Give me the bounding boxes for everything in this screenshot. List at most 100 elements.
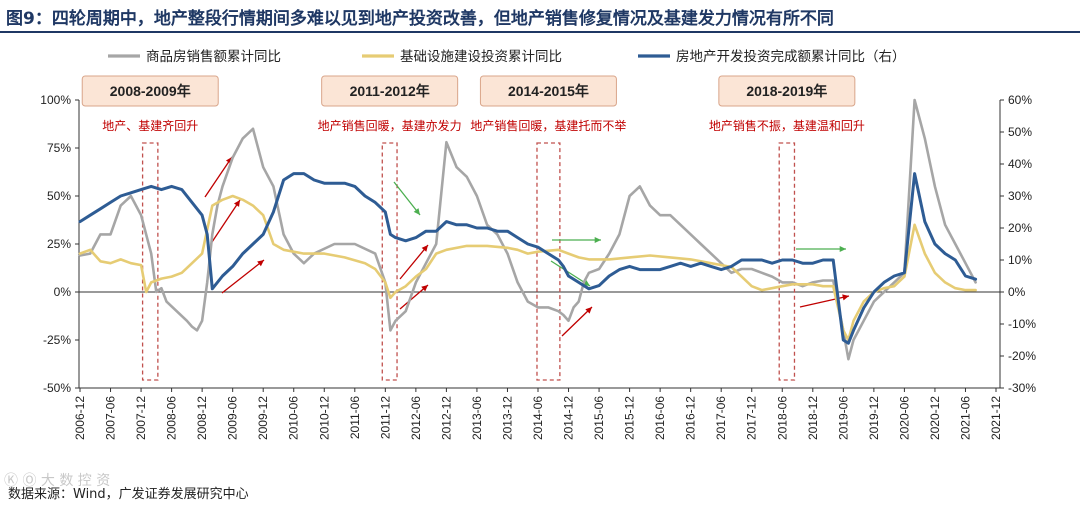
trend-arrow: [204, 156, 233, 198]
trend-arrow: [399, 284, 429, 310]
title-rule: [0, 31, 1080, 33]
x-tick-label: 2019-12: [867, 396, 881, 440]
y-right-tick-label: 50%: [1008, 125, 1032, 139]
x-tick-label: 2015-12: [623, 396, 637, 440]
trend-arrow: [211, 199, 241, 243]
x-tick-label: 2011-06: [348, 396, 362, 439]
y-right-tick-label: -30%: [1008, 381, 1036, 395]
arrow-shaft: [221, 259, 265, 294]
legend-label: 商品房销售额累计同比: [146, 49, 281, 65]
arrow-shaft: [799, 295, 850, 308]
period-label-box: [81, 75, 219, 107]
arrow-head: [257, 260, 264, 267]
trend-arrow: [221, 259, 265, 294]
x-tick-label: 2008-06: [165, 396, 179, 440]
x-tick-label: 2016-06: [653, 396, 667, 440]
arrow-head: [233, 200, 240, 207]
period-label: 2008-2009年: [110, 83, 191, 99]
x-tick-label: 2012-12: [439, 396, 453, 440]
x-tick-label: 2011-12: [378, 396, 392, 439]
arrow-head: [585, 307, 592, 314]
x-tick-label: 2013-06: [470, 396, 484, 440]
x-tick-label: 2007-06: [104, 396, 118, 440]
x-tick-label: 2007-12: [134, 396, 148, 440]
x-tick-label: 2009-12: [256, 396, 270, 440]
y-left-tick-label: 25%: [47, 237, 71, 251]
period-note: 地产销售回暖，基建亦发力: [318, 118, 462, 133]
arrow-shaft: [393, 181, 421, 216]
y-right-tick-label: -20%: [1008, 349, 1036, 363]
trend-arrow: [393, 181, 421, 216]
trend-arrow: [796, 245, 846, 253]
period-label: 2011-2012年: [350, 83, 430, 99]
legend-label: 基础设施建设投资累计同比: [400, 48, 562, 65]
x-tick-label: 2014-12: [562, 396, 576, 440]
x-tick-label: 2009-06: [226, 396, 240, 440]
arrow-shaft: [399, 244, 429, 280]
y-left-tick-label: 50%: [47, 189, 71, 203]
trend-arrow: [799, 294, 850, 308]
arrow-head: [842, 294, 849, 301]
arrow-head: [839, 245, 846, 253]
y-right-tick-label: 10%: [1008, 253, 1032, 267]
axes-layer: 100% 75% 50% 25% 0% -25% -50% 60% 50% 40% 30% 20% 10…: [40, 93, 1036, 440]
x-tick-label: 2010-06: [287, 396, 301, 440]
figure-title: 图9：四轮周期中，地产整段行情期间多难以见到地产投资改善，但地产销售修复情况及基…: [6, 9, 834, 29]
chart: 100% 75% 50% 25% 0% -25% -50% 60% 50% 40% 30% 20% 10…: [40, 48, 1036, 440]
legend: 商品房销售额累计同比 基础设施建设投资累计同比 房地产开发投资完成额累计同比（右）: [108, 48, 906, 65]
x-tick-label: 2018-12: [806, 396, 820, 440]
trend-arrow: [552, 236, 601, 244]
y-left-tick-label: 100%: [40, 93, 71, 107]
y-right-tick-label: -10%: [1008, 317, 1036, 331]
x-tick-label: 2021-06: [958, 396, 972, 440]
arrow-head: [594, 236, 601, 244]
x-tick-label: 2017-12: [745, 396, 759, 440]
y-right-tick-label: 20%: [1008, 221, 1032, 235]
y-right-tick-label: 60%: [1008, 93, 1032, 107]
y-left-tick-label: -50%: [43, 381, 71, 395]
period-label: 2014-2015年: [508, 83, 589, 99]
period-label-box: [479, 75, 617, 107]
period-note: 地产销售回暖，基建托而不举: [470, 118, 626, 133]
y-right-tick-label: 0%: [1008, 285, 1026, 299]
arrow-shaft: [204, 156, 233, 198]
series-layer: [78, 98, 978, 361]
period-note: 地产、基建齐回升: [102, 118, 198, 133]
x-tick-label: 2008-12: [195, 396, 209, 440]
series-sales-line: [78, 98, 977, 361]
y-left-tick-label: 75%: [47, 141, 71, 155]
x-tick-label: 2016-12: [684, 396, 698, 440]
x-tick-label: 2017-06: [714, 396, 728, 440]
series-realestate-line: [78, 172, 978, 345]
period-note: 地产销售不振，基建温和回升: [709, 118, 865, 133]
period-box: [381, 142, 398, 381]
trend-arrow: [561, 306, 593, 337]
x-tick-label: 2014-06: [531, 396, 545, 440]
period-label-box: [718, 75, 856, 107]
x-tick-label: 2012-06: [409, 396, 423, 440]
y-right-tick-label: 30%: [1008, 189, 1032, 203]
x-tick-label: 2015-06: [592, 396, 606, 440]
watermark: Ⓚ Ⓞ 大 数 控 资: [4, 473, 111, 489]
x-tick-label: 2020-06: [897, 396, 911, 440]
y-left-tick-label: 0%: [54, 285, 72, 299]
arrow-shaft: [211, 199, 241, 243]
arrow-head: [413, 208, 420, 215]
series-infra-line: [78, 194, 977, 342]
source-note: 数据来源：Wind，广发证券发展研究中心: [8, 487, 249, 502]
x-tick-label: 2006-12: [73, 396, 87, 440]
y-left-tick-label: -25%: [43, 333, 71, 347]
period-label: 2018-2019年: [746, 83, 827, 99]
arrow-head: [421, 285, 428, 292]
period-box: [536, 142, 561, 381]
x-tick-label: 2019-06: [836, 396, 850, 440]
trend-arrow: [399, 244, 429, 280]
legend-label: 房地产开发投资完成额累计同比（右）: [676, 49, 906, 65]
arrow-shaft: [561, 306, 593, 337]
x-tick-label: 2020-12: [928, 396, 942, 440]
x-tick-label: 2013-12: [500, 396, 514, 440]
x-tick-label: 2018-06: [775, 396, 789, 440]
period-label-box: [321, 75, 459, 107]
x-tick-label: 2010-12: [317, 396, 331, 440]
